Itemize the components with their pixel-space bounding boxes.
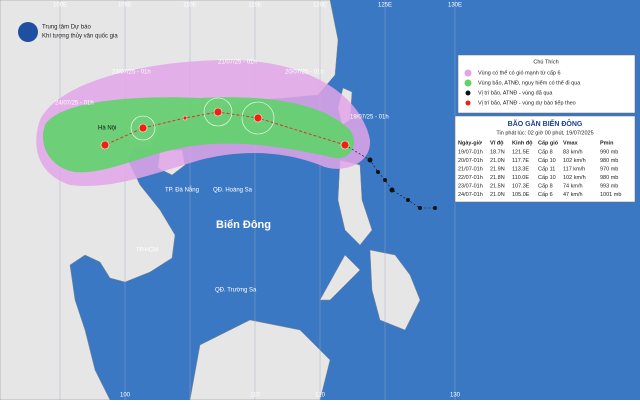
table-header: Vĩ độ	[490, 140, 504, 146]
lon-label: 130	[450, 393, 461, 399]
table-cell: 980 mb	[600, 158, 618, 164]
table-cell: 21.8N	[490, 175, 505, 181]
forecast-track	[104, 111, 346, 146]
lon-label: 105E	[118, 3, 132, 9]
lon-label: 125E	[378, 3, 392, 9]
agency: Trung tâm Dự báo	[42, 25, 91, 31]
table-cell: 117 km/h	[563, 166, 585, 172]
table-cell: 102 km/h	[563, 158, 586, 164]
lon-label: 120E	[313, 3, 327, 9]
table-cell: 970 mb	[600, 166, 618, 172]
sea-label: Biển Đông	[216, 219, 271, 231]
table-cell: 993 mb	[600, 183, 618, 189]
grid-labels: 100E 105E 110E 115E 120E 125E 130E 100 110 120 130	[53, 3, 462, 399]
legend: Chú Thích Vùng có thể có gió mạnh từ cấp…	[457, 54, 636, 114]
table-cell: 980 mb	[600, 175, 618, 181]
table-header: Ngày-giờ	[458, 140, 482, 146]
table-cell: 74 km/h	[563, 183, 583, 189]
table-cell: Cấp 6	[538, 192, 553, 198]
table-cell: 107.3E	[512, 183, 530, 189]
table-header: Pmin	[600, 140, 614, 146]
table-cell: 102 km/h	[563, 175, 586, 181]
table-cell: Cấp 8	[538, 183, 553, 189]
agency-sub: Khí tượng thủy văn quốc gia	[42, 33, 118, 40]
legend-item: Vị trí bão, ATNĐ - vùng đã qua	[478, 90, 553, 96]
lon-label: 120	[315, 393, 326, 399]
table-cell: 113.3E	[512, 166, 529, 172]
place-label: QĐ. Hoàng Sa	[213, 188, 253, 194]
table-cell: 21/07-01h	[458, 166, 483, 172]
lon-label: 110	[250, 393, 260, 399]
table-cell: 110.0E	[512, 175, 529, 181]
past-positions	[367, 157, 437, 210]
table-cell: 83 km/h	[563, 149, 583, 155]
logo	[18, 22, 38, 42]
track-label: 21/07/25 - 01h	[218, 60, 257, 66]
lon-label: 130E	[448, 3, 462, 9]
place-label: TP.HCM	[136, 248, 158, 254]
table-cell: 105.0E	[512, 192, 530, 198]
table-cell: 47 km/h	[563, 192, 583, 198]
table-cell: 18.7N	[490, 149, 505, 155]
info-table: BÃO GẦN BIỂN ĐÔNG Tin phát lúc: 02 giờ 0…	[454, 115, 636, 203]
table-cell: 21.0N	[490, 158, 505, 164]
table-cell: Cấp 10	[538, 175, 556, 181]
table-cell: Cấp 11	[538, 166, 555, 172]
table-cell: 121.5E	[512, 149, 530, 155]
table-cell: 22/07-01h	[458, 175, 483, 181]
table-subtitle: Tin phát lúc: 02 giờ 00 phút, 19/07/2025	[496, 130, 593, 136]
place-label: Hà Nội	[98, 126, 116, 132]
danger-zone	[43, 97, 355, 173]
legend-item: Vùng bão, ATNĐ, nguy hiểm có thể đi qua	[478, 79, 581, 86]
table-header: Vmax	[563, 140, 579, 146]
table-cell: 23/07-01h	[458, 183, 483, 189]
forecast-positions	[100, 107, 350, 150]
table-header: Cấp gió	[538, 139, 559, 146]
place-label: TP. Đà Nẵng	[165, 187, 199, 194]
track-label: 19/07/25 - 01h	[350, 115, 389, 121]
table-cell: 990 mb	[600, 149, 618, 155]
legend-title: Chú Thích	[533, 59, 558, 65]
track-label: 20/07/25 - 01h	[285, 70, 324, 76]
table-cell: 117.7E	[512, 158, 529, 164]
table-cell: 21.0N	[490, 192, 505, 198]
table-cell: 21.9N	[490, 166, 505, 172]
table-cell: 24/07-01h	[458, 192, 483, 198]
table-title: BÃO GẦN BIỂN ĐÔNG	[508, 118, 583, 128]
lon-label: 100	[120, 393, 131, 399]
table-cell: 1001 mb	[600, 192, 621, 198]
radius-rings	[130, 97, 275, 141]
past-track	[344, 144, 435, 209]
track-label: 24/07/25 - 01h	[55, 101, 94, 107]
philippines	[319, 159, 421, 331]
legend-item: Vùng có thể có gió mạnh từ cấp 6	[478, 69, 561, 76]
lon-label: 110E	[183, 3, 197, 9]
table-cell: 21.5N	[490, 183, 505, 189]
table-cell: Cấp 8	[538, 149, 553, 155]
lon-label: 115E	[248, 3, 262, 9]
table-cell: 19/07-01h	[458, 149, 483, 155]
place-label: QĐ. Trường Sa	[215, 288, 257, 294]
table-cell: 20/07-01h	[458, 158, 483, 164]
track-label: 23/07/25 - 01h	[112, 70, 151, 76]
table-cell: Cấp 10	[538, 158, 556, 164]
table-header: Kinh độ	[512, 140, 533, 146]
lon-label: 100E	[53, 3, 67, 9]
legend-item: Vị trí bão, ATNĐ - vùng dự báo tiếp theo	[478, 100, 576, 106]
